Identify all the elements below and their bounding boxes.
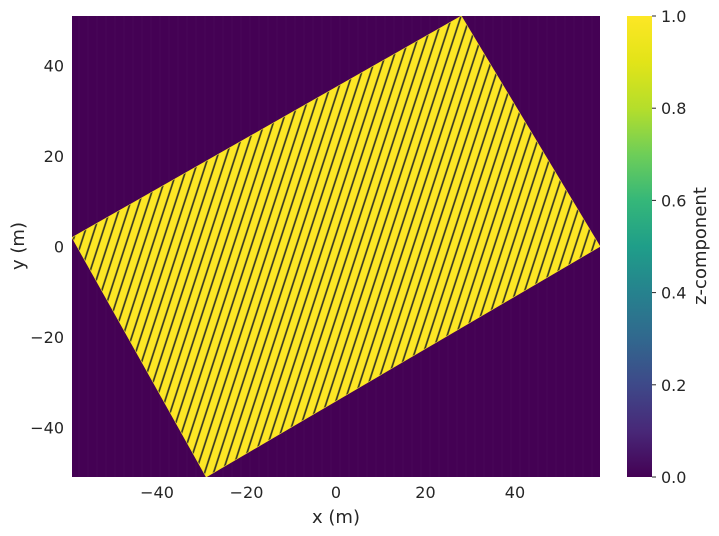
colorbar-ticks: 0.0 0.2 0.4 0.6 0.8 1.0 [652,7,686,487]
y-tick-label: 20 [44,147,64,166]
x-axis-ticks: −40 −20 0 20 40 [140,483,525,502]
plot-area [72,16,600,477]
colorbar-tick-label: 0.8 [661,99,686,118]
colorbar-tick-label: 0.0 [661,468,686,487]
colorbar-tick-label: 0.4 [661,284,686,303]
x-tick-label: −20 [230,483,264,502]
y-tick-label: 0 [54,238,64,257]
y-tick-label: 40 [44,57,64,76]
colorbar-tick-label: 0.6 [661,191,686,210]
x-axis-label: x (m) [312,507,360,528]
y-tick-label: −20 [30,328,64,347]
x-tick-label: −40 [140,483,174,502]
x-tick-label: 40 [505,483,525,502]
colorbar-gradient [627,16,652,477]
y-tick-label: −40 [30,418,64,437]
colorbar-tick-label: 1.0 [661,7,686,26]
colorbar: 0.0 0.2 0.4 0.6 0.8 1.0 z-component [627,7,711,487]
colorbar-label: z-component [690,187,711,305]
y-axis-ticks: −40 −20 0 20 40 [30,57,64,438]
heatmap-region [72,16,600,477]
x-tick-label: 0 [331,483,341,502]
colorbar-tick-label: 0.2 [661,376,686,395]
y-axis-label: y (m) [8,222,29,270]
x-tick-label: 20 [415,483,435,502]
